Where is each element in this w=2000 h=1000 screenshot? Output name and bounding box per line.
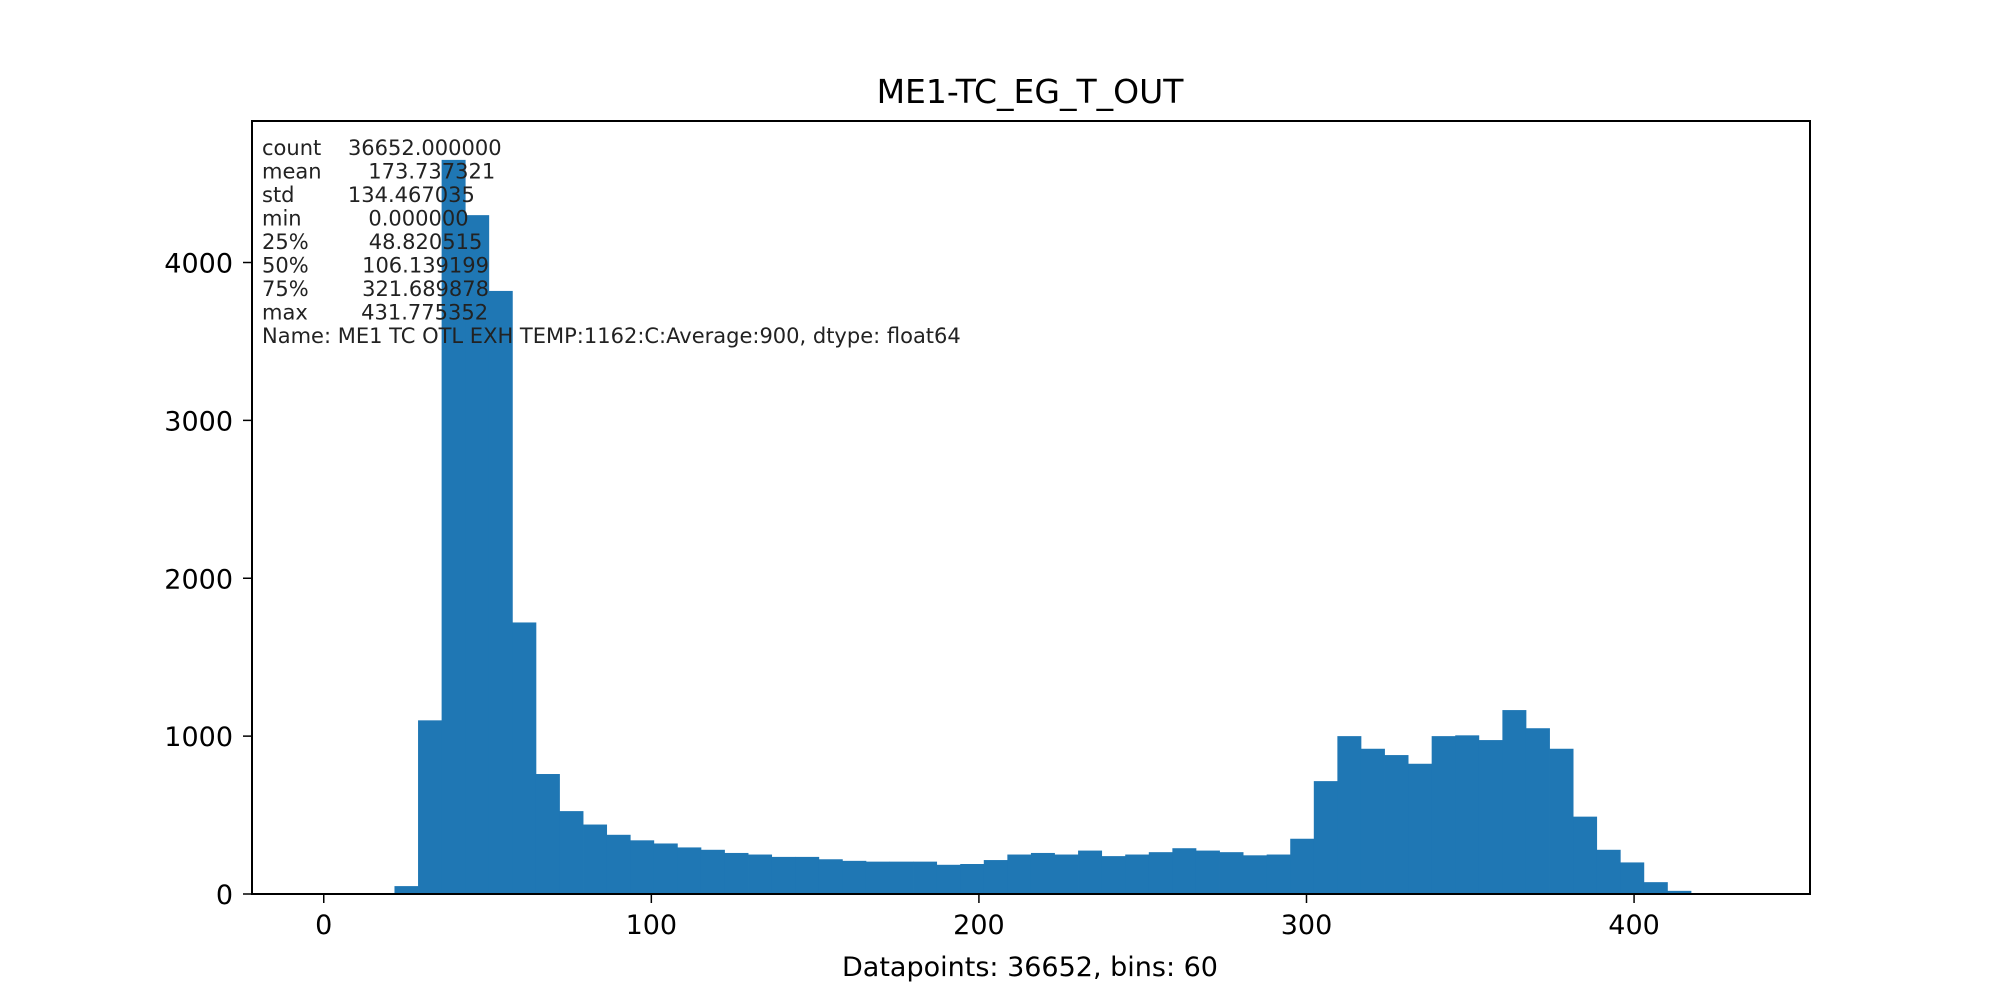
histogram-bar — [630, 840, 655, 894]
y-tick-label: 3000 — [164, 406, 233, 437]
histogram-bar — [1030, 852, 1055, 894]
histogram-bar — [1148, 852, 1173, 894]
histogram-bar — [1360, 748, 1385, 894]
histogram-bar — [1525, 728, 1550, 894]
histogram-bar — [1313, 781, 1338, 894]
histogram-bar — [1101, 856, 1126, 894]
histogram-bar — [748, 854, 773, 894]
y-tick-label: 1000 — [164, 722, 233, 753]
histogram-bar — [818, 859, 843, 894]
histogram-bar — [1384, 755, 1409, 894]
stats-line: 25% 48.820515 — [262, 230, 482, 254]
histogram-bar — [865, 861, 890, 894]
histogram-bar — [1219, 852, 1244, 894]
stats-line: max 431.775352 — [262, 301, 488, 325]
histogram-bar — [1596, 849, 1621, 894]
stats-line: min 0.000000 — [262, 207, 469, 231]
histogram-bar — [1549, 748, 1574, 894]
chart-title: ME1-TC_EG_T_OUT — [877, 72, 1185, 111]
histogram-bar — [418, 720, 443, 894]
histogram-bar — [677, 847, 702, 894]
histogram-bar — [1620, 862, 1645, 894]
histogram-bar — [535, 774, 560, 894]
histogram-bar — [1172, 848, 1197, 894]
histogram-bar — [795, 856, 820, 894]
x-axis-label: Datapoints: 36652, bins: 60 — [842, 952, 1218, 983]
histogram-bar — [1643, 882, 1668, 894]
histogram-bar — [1502, 710, 1527, 894]
histogram-bar — [913, 861, 938, 894]
x-tick-label: 200 — [953, 910, 1005, 941]
x-tick-label: 0 — [315, 910, 332, 941]
histogram-bar — [983, 860, 1008, 894]
y-tick-label: 0 — [216, 880, 233, 911]
y-axis: 0 1000 2000 3000 4000 — [164, 249, 251, 911]
histogram-bar — [1337, 736, 1362, 894]
histogram-bar — [465, 215, 490, 894]
histogram-bar — [1243, 855, 1268, 894]
histogram-bar — [441, 159, 466, 894]
histogram-bar — [1455, 735, 1480, 894]
histogram-bar — [583, 824, 608, 894]
histogram-bar — [606, 834, 631, 894]
histogram-bar — [1078, 850, 1103, 894]
histogram-bar — [960, 864, 985, 894]
bars-group — [394, 159, 1692, 895]
histogram-bar — [724, 852, 749, 894]
histogram-bar — [1478, 740, 1503, 894]
y-tick-label: 2000 — [164, 564, 233, 595]
stats-line: 50% 106.139199 — [262, 254, 489, 278]
histogram-bar — [842, 860, 867, 894]
x-tick-label: 300 — [1281, 910, 1333, 941]
histogram-bar — [394, 886, 419, 894]
histogram-bar — [1667, 890, 1692, 894]
histogram-bar — [653, 843, 678, 894]
histogram-bar — [1408, 763, 1433, 894]
histogram-bar — [512, 622, 537, 894]
stats-line: Name: ME1 TC OTL EXH TEMP:1162:C:Average… — [262, 324, 961, 348]
stats-line: count 36652.000000 — [262, 136, 502, 160]
histogram-bar — [936, 864, 961, 894]
histogram-bar — [1195, 850, 1220, 894]
x-axis: 0 100 200 300 400 — [315, 895, 1660, 941]
histogram-bar — [1266, 854, 1291, 894]
plot-frame — [251, 120, 1811, 895]
histogram-bar — [1290, 838, 1315, 894]
histogram-bar — [1054, 854, 1079, 894]
histogram-bar — [889, 861, 914, 894]
y-tick-label: 4000 — [164, 249, 233, 280]
x-tick-label: 100 — [626, 910, 678, 941]
histogram-bar — [559, 811, 584, 894]
histogram-bar — [1125, 854, 1150, 894]
histogram-bar — [488, 290, 513, 895]
histogram-bar — [1007, 854, 1032, 894]
histogram-bar — [1573, 816, 1598, 894]
stats-line: std 134.467035 — [262, 183, 475, 207]
histogram-bar — [700, 849, 725, 894]
x-tick-label: 400 — [1608, 910, 1660, 941]
stats-line: mean 173.737321 — [262, 160, 495, 184]
histogram-bar — [771, 856, 796, 894]
stats-line: 75% 321.689878 — [262, 277, 489, 301]
histogram-bar — [1431, 736, 1456, 894]
